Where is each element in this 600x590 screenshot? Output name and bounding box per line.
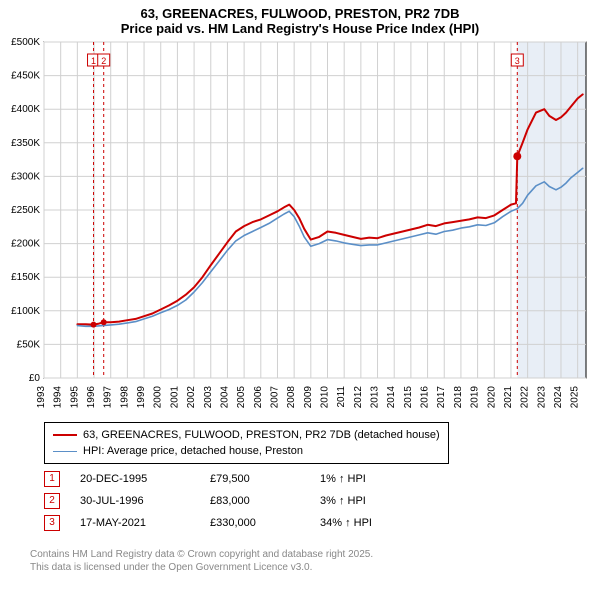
svg-text:2025: 2025 <box>570 386 581 409</box>
svg-text:2004: 2004 <box>219 386 230 409</box>
svg-text:2: 2 <box>101 56 106 66</box>
svg-text:2024: 2024 <box>553 386 564 409</box>
transaction-price: £83,000 <box>210 495 320 507</box>
transaction-price: £330,000 <box>210 517 320 529</box>
svg-text:1994: 1994 <box>53 386 64 409</box>
legend-item: 63, GREENACRES, FULWOOD, PRESTON, PR2 7D… <box>53 427 440 443</box>
legend-swatch <box>53 451 77 452</box>
transaction-date: 20-DEC-1995 <box>80 473 210 485</box>
transaction-row: 3 17-MAY-2021£330,00034% ↑ HPI <box>44 512 440 534</box>
svg-text:1993: 1993 <box>36 386 47 409</box>
svg-text:£450K: £450K <box>11 71 40 82</box>
svg-text:2011: 2011 <box>336 386 347 408</box>
svg-text:2005: 2005 <box>236 386 247 409</box>
transaction-hpi: 34% ↑ HPI <box>320 517 440 529</box>
svg-text:2018: 2018 <box>453 386 464 409</box>
transaction-price: £79,500 <box>210 473 320 485</box>
svg-text:2002: 2002 <box>186 386 197 409</box>
svg-text:2009: 2009 <box>303 386 314 409</box>
svg-text:£100K: £100K <box>11 306 40 317</box>
svg-text:2006: 2006 <box>253 386 264 409</box>
transaction-row: 1 20-DEC-1995£79,5001% ↑ HPI <box>44 468 440 490</box>
svg-text:£150K: £150K <box>11 272 40 283</box>
svg-text:2000: 2000 <box>153 386 164 409</box>
legend-label: 63, GREENACRES, FULWOOD, PRESTON, PR2 7D… <box>83 427 440 443</box>
transaction-row: 2 30-JUL-1996£83,0003% ↑ HPI <box>44 490 440 512</box>
svg-text:£0: £0 <box>29 373 41 384</box>
svg-text:1997: 1997 <box>103 386 114 409</box>
svg-text:2007: 2007 <box>269 386 280 409</box>
svg-text:£200K: £200K <box>11 239 40 250</box>
svg-text:2008: 2008 <box>286 386 297 409</box>
svg-text:1999: 1999 <box>136 386 147 409</box>
transaction-date: 30-JUL-1996 <box>80 495 210 507</box>
svg-text:£350K: £350K <box>11 138 40 149</box>
svg-text:2001: 2001 <box>169 386 180 409</box>
svg-text:2017: 2017 <box>436 386 447 409</box>
svg-text:£50K: £50K <box>17 339 41 350</box>
transaction-date: 17-MAY-2021 <box>80 517 210 529</box>
svg-text:£500K: £500K <box>11 37 40 48</box>
svg-text:£250K: £250K <box>11 205 40 216</box>
svg-text:1995: 1995 <box>69 386 80 409</box>
transaction-badge: 1 <box>44 471 60 487</box>
svg-text:2022: 2022 <box>520 386 531 409</box>
legend-label: HPI: Average price, detached house, Pres… <box>83 443 303 459</box>
svg-text:3: 3 <box>515 56 520 66</box>
svg-text:2010: 2010 <box>320 386 331 409</box>
transaction-badge: 2 <box>44 493 60 509</box>
price-chart: £0 £50K £100K £150K £200K £250K £300K £350K £400… <box>0 0 600 422</box>
legend-swatch <box>53 434 77 436</box>
transaction-hpi: 3% ↑ HPI <box>320 495 440 507</box>
svg-text:2019: 2019 <box>470 386 481 409</box>
transactions-table: 1 20-DEC-1995£79,5001% ↑ HPI 2 30-JUL-1996£… <box>44 468 440 534</box>
svg-text:1: 1 <box>91 56 96 66</box>
footer-line-2: This data is licensed under the Open Gov… <box>30 561 373 574</box>
footer-attribution: Contains HM Land Registry data © Crown c… <box>30 548 373 574</box>
svg-text:2020: 2020 <box>486 386 497 409</box>
transaction-badge: 3 <box>44 515 60 531</box>
svg-text:2003: 2003 <box>203 386 214 409</box>
svg-text:2014: 2014 <box>386 386 397 409</box>
svg-text:2023: 2023 <box>536 386 547 409</box>
svg-text:2015: 2015 <box>403 386 414 409</box>
footer-line-1: Contains HM Land Registry data © Crown c… <box>30 548 373 561</box>
legend: 63, GREENACRES, FULWOOD, PRESTON, PR2 7D… <box>44 422 449 464</box>
svg-text:1998: 1998 <box>119 386 130 409</box>
transaction-hpi: 1% ↑ HPI <box>320 473 440 485</box>
svg-text:£300K: £300K <box>11 171 40 182</box>
legend-item: HPI: Average price, detached house, Pres… <box>53 443 440 459</box>
svg-text:1996: 1996 <box>86 386 97 409</box>
svg-text:2012: 2012 <box>353 386 364 409</box>
svg-text:2013: 2013 <box>370 386 381 409</box>
svg-text:2021: 2021 <box>503 386 514 409</box>
svg-text:2016: 2016 <box>420 386 431 409</box>
svg-text:£400K: £400K <box>11 104 40 115</box>
